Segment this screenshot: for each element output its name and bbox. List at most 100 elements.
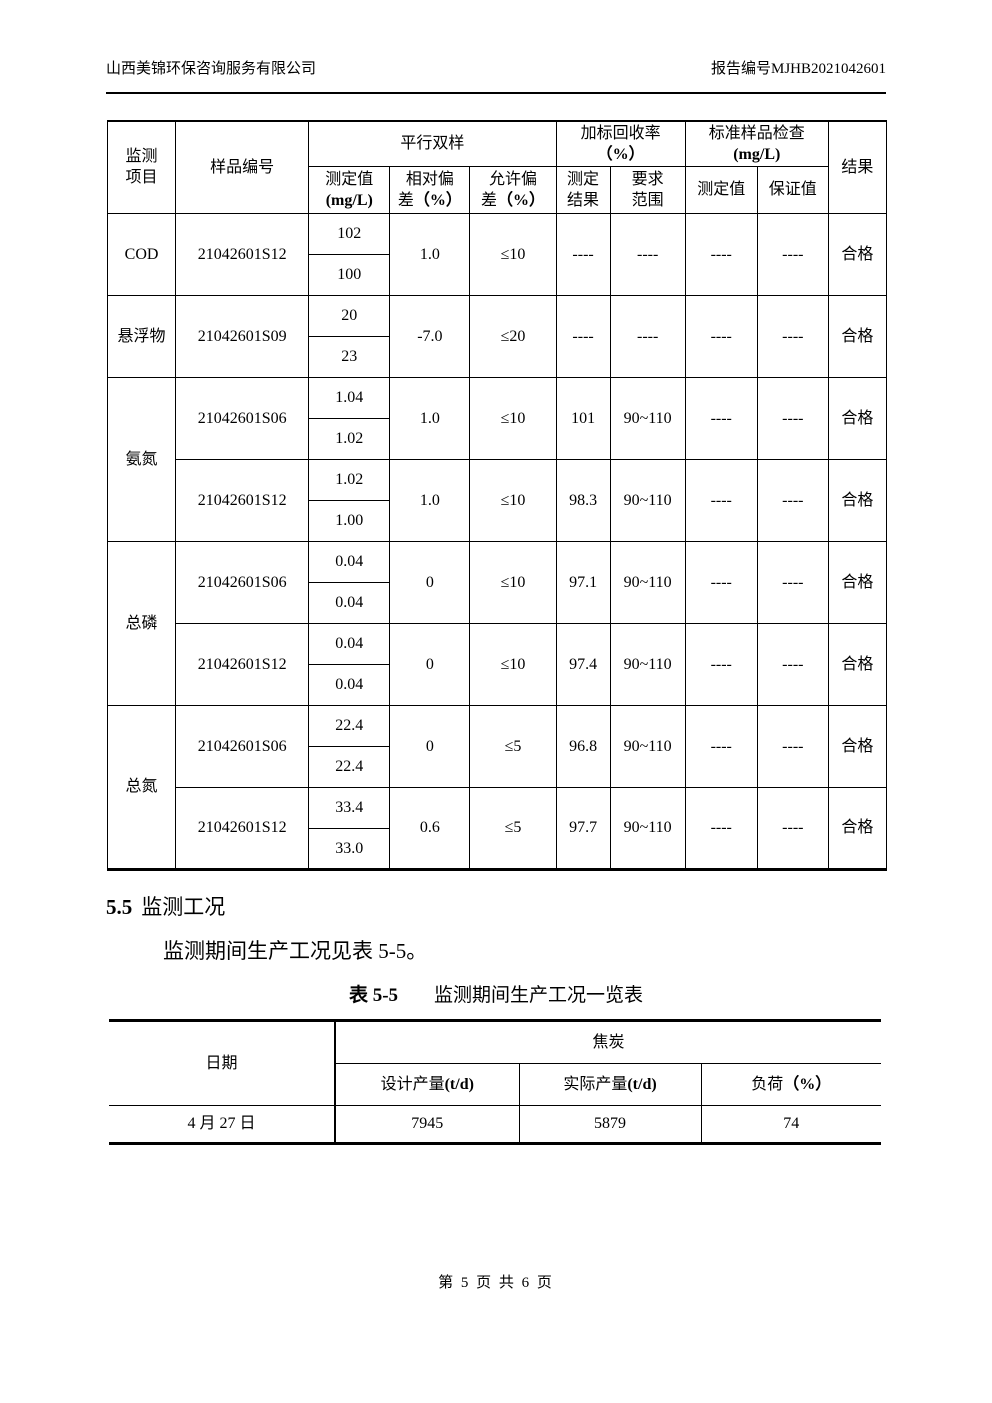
qc-allow-dev-cell: ≤10	[469, 540, 557, 624]
qc-value2-cell: 0.04	[308, 581, 391, 624]
qc-col-allow-dev-label: 允许偏 差	[480, 170, 537, 209]
qc-row: 21042601S12 1.02 1.0 ≤10 98.3 90~110 ---- ---- 合…	[108, 458, 888, 542]
qc-col-allow-dev-unit: （%）	[496, 191, 545, 209]
qc-sample-id-cell: 21042601S06	[175, 540, 310, 624]
qc-verdict-cell: 合格	[827, 212, 888, 296]
qc-item-cell: 总氮	[106, 704, 177, 870]
prod-col-date: 日期	[109, 1019, 336, 1106]
qc-row: 0.04	[108, 663, 887, 706]
qc-verdict-cell: 合格	[827, 786, 888, 870]
qc-allow-dev-cell: ≤5	[469, 704, 557, 788]
qc-row: 总氮 21042601S06 22.4 0 ≤5 96.8 90~110 ---- ---- 合格	[106, 704, 888, 870]
qc-row: 0.04	[108, 581, 887, 624]
qc-row: 100	[108, 253, 887, 296]
prod-col-load: 负荷（%）	[700, 1062, 882, 1106]
qc-value2-cell: 33.0	[308, 827, 391, 870]
qc-col-standard-label: 标准样品检查	[708, 124, 805, 142]
qc-recovery-range-cell: 90~110	[609, 458, 686, 542]
qc-value1-cell: 33.4	[308, 786, 391, 829]
qc-std-measured-cell: ----	[684, 704, 758, 788]
qc-recovery-range-cell: 90~110	[609, 622, 686, 706]
qc-recovery-result-cell: 97.4	[555, 622, 611, 706]
qc-rel-dev-cell: 1.0	[389, 458, 471, 542]
caption-title: 监测期间生产工况一览表	[434, 984, 644, 1006]
qc-recovery-range-cell: 90~110	[609, 540, 686, 624]
qc-col-sample-id: 样品编号	[175, 120, 310, 214]
qc-col-measured-label: 测定值	[325, 170, 374, 188]
qc-std-guaranteed-cell: ----	[756, 212, 829, 296]
qc-recovery-result-cell: 96.8	[555, 704, 611, 788]
qc-std-guaranteed-cell: ----	[756, 786, 829, 870]
prod-data-row: 4 月 27 日 7945 5879 74	[109, 1104, 882, 1144]
qc-col-item: 监测 项目	[106, 120, 177, 214]
qc-col-recovery-label: 加标回收率	[580, 124, 661, 142]
qc-row: COD 21042601S12 102 1.0 ≤10 ---- ---- ---- ---- 合…	[106, 212, 888, 296]
qc-recovery-result-cell: 98.3	[555, 458, 611, 542]
qc-value1-cell: 1.04	[308, 376, 391, 419]
qc-std-guaranteed-cell: ----	[756, 458, 829, 542]
qc-verdict-cell: 合格	[827, 294, 888, 378]
prod-col-load-label: 负荷	[751, 1075, 784, 1093]
qc-row: 1.02	[108, 417, 887, 460]
qc-value2-cell: 23	[308, 335, 391, 378]
qc-col-recovery-range: 要求 范围	[609, 165, 686, 214]
qc-header-row-2: 测定值 (mg/L) 相对偏 差（%） 允许偏 差（%） 测定 结果 要求 范围…	[108, 165, 887, 214]
qc-rel-dev-cell: 1.0	[389, 212, 471, 296]
prod-col-actual: 实际产量(t/d)	[518, 1062, 702, 1106]
qc-std-guaranteed-cell: ----	[756, 704, 829, 788]
qc-table-header: 监测 项目 样品编号 平行双样 加标回收率 （%） 标准样品检查 (mg/L) …	[106, 120, 888, 214]
qc-verdict-cell: 合格	[827, 458, 888, 542]
page-header: 山西美锦环保咨询服务有限公司 报告编号MJHB2021042601	[106, 0, 886, 79]
qc-sample-id-cell: 21042601S12	[175, 212, 310, 296]
qc-std-guaranteed-cell: ----	[756, 294, 829, 378]
qc-value1-cell: 0.04	[308, 622, 391, 665]
qc-item-cell: 总磷	[106, 540, 177, 706]
qc-allow-dev-cell: ≤10	[469, 622, 557, 706]
qc-recovery-result-cell: 97.7	[555, 786, 611, 870]
qc-sample-id-cell: 21042601S12	[175, 458, 310, 542]
qc-col-std-measured: 测定值	[684, 165, 758, 214]
qc-table-body: COD 21042601S12 102 1.0 ≤10 ---- ---- ---- ---- 合…	[106, 212, 888, 870]
qc-std-measured-cell: ----	[684, 540, 758, 624]
qc-sample-id-cell: 21042601S06	[175, 704, 310, 788]
qc-rel-dev-cell: 0	[389, 704, 471, 788]
body-paragraph: 监测期间生产工况见表 5-5。	[163, 938, 428, 963]
qc-recovery-result-cell: 101	[555, 376, 611, 460]
prod-col-product: 焦炭	[333, 1019, 882, 1064]
qc-value2-cell: 1.00	[308, 499, 391, 542]
qc-row: 氨氮 21042601S06 1.04 1.0 ≤10 101 90~110 ---- ----…	[106, 376, 888, 542]
qc-col-result: 结果	[827, 120, 888, 214]
company-name: 山西美锦环保咨询服务有限公司	[106, 61, 317, 77]
prod-actual-value-cell: 5879	[518, 1104, 702, 1144]
qc-verdict-cell: 合格	[827, 622, 888, 706]
qc-col-rel-dev-unit: （%）	[413, 191, 462, 209]
prod-load-value-cell: 74	[700, 1104, 882, 1144]
qc-recovery-result-cell: 97.1	[555, 540, 611, 624]
qc-col-recovery-unit: （%）	[596, 145, 645, 163]
qc-recovery-range-cell: ----	[609, 212, 686, 296]
qc-value1-cell: 1.02	[308, 458, 391, 501]
qc-row: 33.0	[108, 827, 887, 870]
qc-recovery-range-cell: 90~110	[609, 376, 686, 460]
qc-recovery-range-cell: ----	[609, 294, 686, 378]
qc-col-measured-value: 测定值 (mg/L)	[308, 165, 391, 214]
qc-value2-cell: 22.4	[308, 745, 391, 788]
section-number: 5.5	[106, 894, 133, 919]
qc-rel-dev-cell: -7.0	[389, 294, 471, 378]
page-footer: 第 5 页 共 6 页	[438, 1275, 554, 1291]
qc-table: 监测 项目 样品编号 平行双样 加标回收率 （%） 标准样品检查 (mg/L) …	[106, 120, 888, 871]
qc-verdict-cell: 合格	[827, 704, 888, 788]
qc-allow-dev-cell: ≤10	[469, 458, 557, 542]
qc-value2-cell: 1.02	[308, 417, 391, 460]
qc-std-guaranteed-cell: ----	[756, 376, 829, 460]
qc-std-measured-cell: ----	[684, 376, 758, 460]
qc-item-cell: COD	[106, 212, 177, 296]
qc-std-measured-cell: ----	[684, 622, 758, 706]
qc-value2-cell: 0.04	[308, 663, 391, 706]
qc-recovery-result-cell: ----	[555, 212, 611, 296]
qc-col-rel-dev: 相对偏 差（%）	[389, 165, 471, 214]
qc-rel-dev-cell: 1.0	[389, 376, 471, 460]
qc-row: 悬浮物 21042601S09 20 -7.0 ≤20 ---- ---- ---- ---- 合…	[106, 294, 888, 378]
prod-header-row-1: 日期 焦炭	[109, 1019, 882, 1106]
